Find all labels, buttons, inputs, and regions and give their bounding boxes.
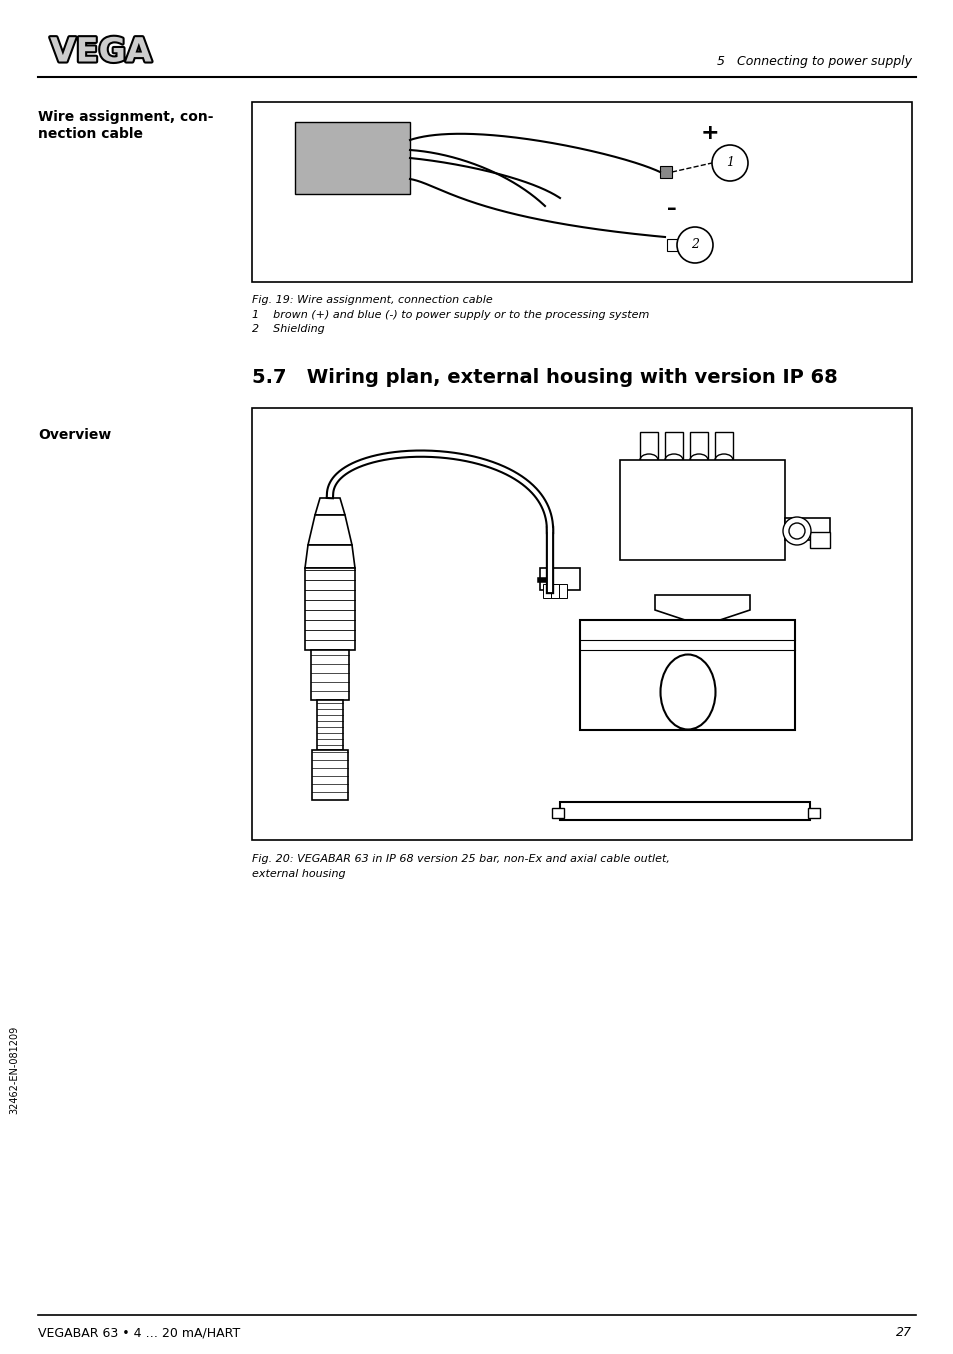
Bar [807, 808, 820, 818]
Bar [252, 102, 911, 282]
Text: VEGABAR 63 • 4 … 20 mA/HART: VEGABAR 63 • 4 … 20 mA/HART [38, 1327, 240, 1339]
Text: Wire assignment, con-: Wire assignment, con- [38, 110, 213, 125]
Bar [542, 584, 551, 598]
Polygon shape [314, 498, 345, 515]
Text: external housing: external housing [252, 869, 345, 879]
Polygon shape [308, 515, 352, 546]
Circle shape [782, 517, 810, 546]
Bar [551, 584, 558, 598]
Text: 27: 27 [895, 1327, 911, 1339]
Text: nection cable: nection cable [38, 127, 143, 141]
Bar [689, 432, 707, 460]
Text: 32462-EN-081209: 32462-EN-081209 [9, 1026, 19, 1114]
Text: 2: 2 [690, 238, 699, 252]
Text: 2    Shielding: 2 Shielding [252, 324, 324, 334]
Polygon shape [305, 546, 355, 567]
Bar [784, 519, 829, 540]
Bar [311, 650, 349, 700]
Bar [552, 808, 563, 818]
Bar [252, 408, 911, 839]
Text: 5.7   Wiring plan, external housing with version IP 68: 5.7 Wiring plan, external housing with v… [252, 368, 837, 387]
Bar [558, 584, 566, 598]
Text: VEGA: VEGA [50, 35, 152, 69]
Bar [666, 240, 684, 250]
Text: 5   Connecting to power supply: 5 Connecting to power supply [717, 56, 911, 69]
Circle shape [711, 145, 747, 181]
Circle shape [788, 523, 804, 539]
Bar [305, 567, 355, 650]
Bar [539, 567, 579, 590]
Text: +: + [700, 123, 719, 144]
Bar [659, 167, 671, 177]
Bar [559, 802, 809, 821]
Text: 1    brown (+) and blue (-) to power supply or to the processing system: 1 brown (+) and blue (-) to power supply… [252, 310, 649, 320]
Text: Fig. 19: Wire assignment, connection cable: Fig. 19: Wire assignment, connection cab… [252, 295, 493, 305]
Text: Fig. 20: VEGABAR 63 in IP 68 version 25 bar, non-Ex and axial cable outlet,: Fig. 20: VEGABAR 63 in IP 68 version 25 … [252, 854, 669, 864]
Bar [639, 432, 658, 460]
Bar [809, 532, 829, 548]
Bar [316, 700, 343, 750]
Text: 1: 1 [725, 157, 733, 169]
Bar [619, 460, 784, 561]
Bar [664, 432, 682, 460]
Ellipse shape [659, 654, 715, 730]
Text: Overview: Overview [38, 428, 112, 441]
Polygon shape [655, 594, 749, 620]
Bar [714, 432, 732, 460]
Bar [312, 750, 348, 800]
Bar [579, 620, 794, 730]
Bar [294, 122, 410, 194]
Text: –: – [666, 199, 676, 218]
Circle shape [677, 227, 712, 263]
